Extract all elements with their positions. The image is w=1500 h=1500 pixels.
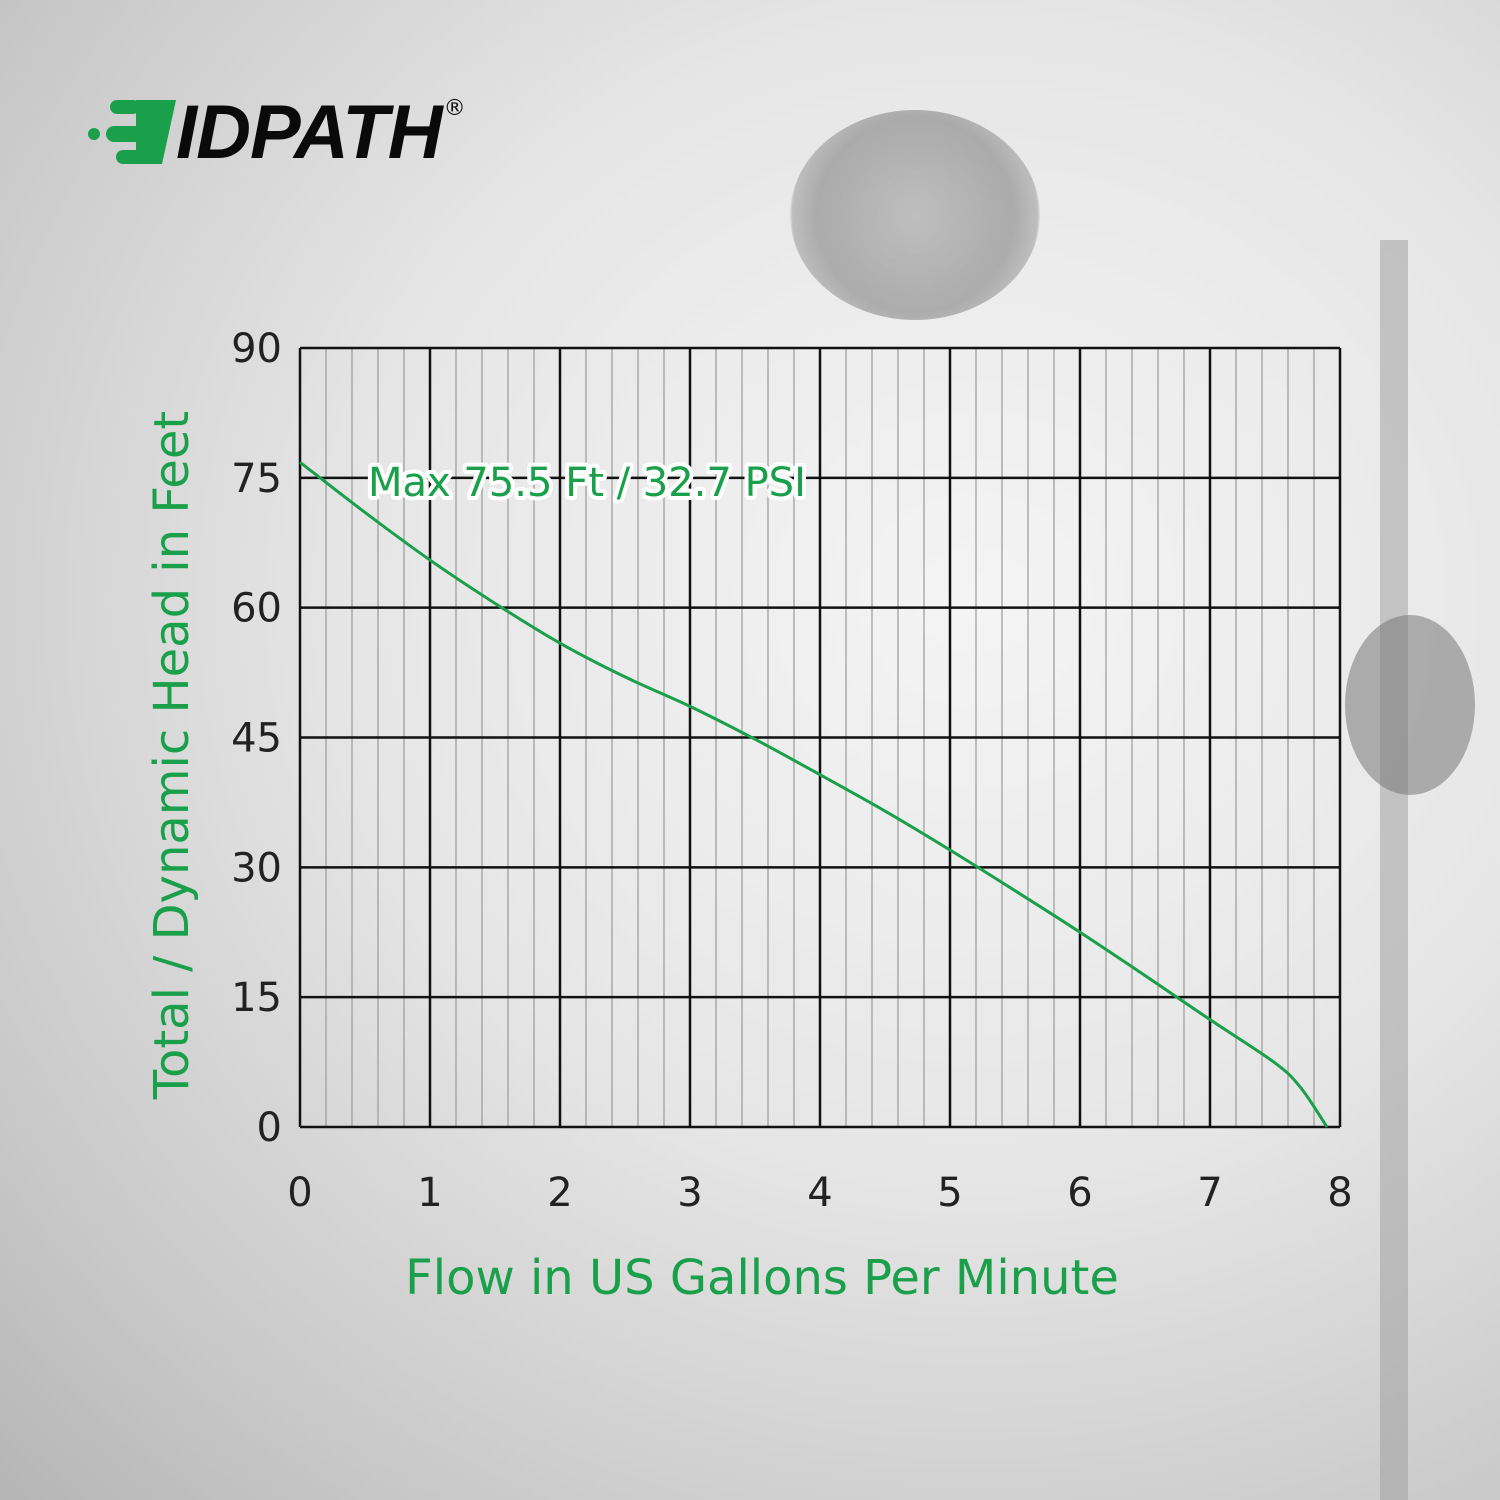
x-tick-label: 2 bbox=[547, 1170, 572, 1216]
y-tick-label: 60 bbox=[231, 586, 282, 632]
brand-logo: IDPATH ® bbox=[86, 90, 466, 175]
performance-curve bbox=[299, 461, 1329, 1128]
y-axis-label: Total / Dynamic Head in Feet bbox=[144, 411, 200, 1100]
x-tick-label: 5 bbox=[937, 1170, 962, 1216]
x-tick-label: 3 bbox=[677, 1170, 702, 1216]
x-tick-label: 1 bbox=[417, 1170, 442, 1216]
y-tick-label: 15 bbox=[231, 975, 282, 1021]
y-tick-label: 90 bbox=[231, 326, 282, 372]
registered-mark: ® bbox=[443, 96, 466, 121]
y-tick-label: 0 bbox=[257, 1105, 282, 1151]
x-tick-label: 7 bbox=[1197, 1170, 1222, 1216]
x-axis-label: Flow in US Gallons Per Minute bbox=[405, 1250, 1119, 1306]
y-tick-label: 45 bbox=[231, 716, 282, 762]
x-tick-label: 4 bbox=[807, 1170, 832, 1216]
x-tick-label: 8 bbox=[1327, 1170, 1352, 1216]
logo-mark-icon bbox=[88, 100, 176, 164]
grid bbox=[298, 346, 1342, 1129]
y-tick-label: 75 bbox=[231, 456, 282, 502]
y-tick-label: 30 bbox=[231, 845, 282, 891]
x-tick-label: 6 bbox=[1067, 1170, 1092, 1216]
brand-name: IDPATH bbox=[176, 90, 443, 175]
max-annotation: Max 75.5 Ft / 32.7 PSI bbox=[368, 460, 806, 506]
x-tick-label: 0 bbox=[287, 1170, 312, 1216]
